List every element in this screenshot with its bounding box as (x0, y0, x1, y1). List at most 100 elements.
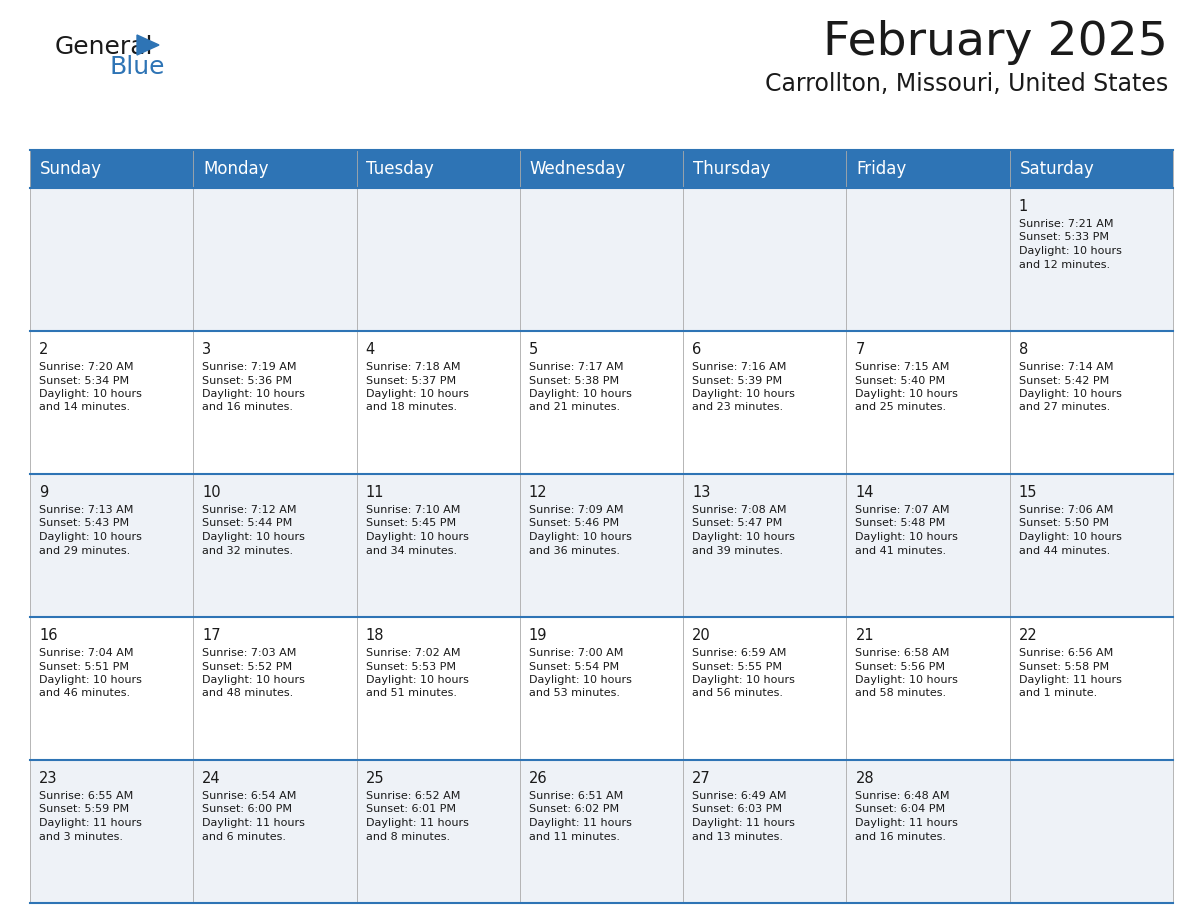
Text: 14: 14 (855, 485, 874, 500)
Text: 2: 2 (39, 342, 49, 357)
Text: Sunrise: 7:19 AM: Sunrise: 7:19 AM (202, 362, 297, 372)
Text: 16: 16 (39, 628, 57, 643)
Text: Sunset: 5:52 PM: Sunset: 5:52 PM (202, 662, 292, 671)
Bar (30, 474, 194, 617)
Bar (846, 331, 1010, 474)
Text: Daylight: 11 hours: Daylight: 11 hours (855, 818, 959, 828)
Bar (356, 617, 520, 760)
Bar (683, 188, 846, 331)
Text: Sunset: 5:37 PM: Sunset: 5:37 PM (366, 375, 456, 386)
Text: Monday: Monday (203, 160, 268, 178)
Bar (520, 331, 683, 474)
Bar (1010, 617, 1173, 760)
Text: Daylight: 10 hours: Daylight: 10 hours (202, 389, 305, 399)
Bar (1010, 331, 1173, 474)
Text: 3: 3 (202, 342, 211, 357)
Bar (520, 760, 683, 903)
Text: Sunrise: 7:07 AM: Sunrise: 7:07 AM (855, 505, 950, 515)
Text: Sunrise: 6:51 AM: Sunrise: 6:51 AM (529, 791, 623, 801)
Text: Thursday: Thursday (693, 160, 770, 178)
Text: Carrollton, Missouri, United States: Carrollton, Missouri, United States (765, 72, 1168, 96)
Text: Sunrise: 6:49 AM: Sunrise: 6:49 AM (693, 791, 786, 801)
Bar (30, 150, 194, 188)
Text: and 21 minutes.: and 21 minutes. (529, 402, 620, 412)
Text: Sunrise: 7:02 AM: Sunrise: 7:02 AM (366, 648, 460, 658)
Text: and 6 minutes.: and 6 minutes. (202, 832, 286, 842)
Text: 1: 1 (1018, 199, 1028, 214)
Text: Sunset: 5:45 PM: Sunset: 5:45 PM (366, 519, 456, 529)
Bar (683, 474, 846, 617)
Bar (194, 188, 356, 331)
Bar (30, 331, 194, 474)
Text: Sunrise: 7:09 AM: Sunrise: 7:09 AM (529, 505, 624, 515)
Text: Daylight: 10 hours: Daylight: 10 hours (366, 532, 468, 542)
Text: Sunset: 5:38 PM: Sunset: 5:38 PM (529, 375, 619, 386)
Bar (846, 150, 1010, 188)
Bar (683, 760, 846, 903)
Text: and 27 minutes.: and 27 minutes. (1018, 402, 1110, 412)
Text: and 13 minutes.: and 13 minutes. (693, 832, 783, 842)
Text: Sunset: 5:50 PM: Sunset: 5:50 PM (1018, 519, 1108, 529)
Text: Daylight: 10 hours: Daylight: 10 hours (529, 675, 632, 685)
Bar (1010, 474, 1173, 617)
Text: Sunset: 5:56 PM: Sunset: 5:56 PM (855, 662, 946, 671)
Text: Daylight: 10 hours: Daylight: 10 hours (855, 389, 959, 399)
Text: Daylight: 11 hours: Daylight: 11 hours (1018, 675, 1121, 685)
Text: 5: 5 (529, 342, 538, 357)
Text: and 23 minutes.: and 23 minutes. (693, 402, 783, 412)
Text: Daylight: 10 hours: Daylight: 10 hours (693, 532, 795, 542)
Text: Sunset: 6:02 PM: Sunset: 6:02 PM (529, 804, 619, 814)
Text: and 1 minute.: and 1 minute. (1018, 688, 1097, 699)
Text: Sunrise: 6:59 AM: Sunrise: 6:59 AM (693, 648, 786, 658)
Text: 13: 13 (693, 485, 710, 500)
Text: Daylight: 11 hours: Daylight: 11 hours (366, 818, 468, 828)
Text: Sunset: 5:42 PM: Sunset: 5:42 PM (1018, 375, 1108, 386)
Text: 27: 27 (693, 771, 710, 786)
Bar (683, 150, 846, 188)
Text: Sunset: 5:34 PM: Sunset: 5:34 PM (39, 375, 129, 386)
Text: and 16 minutes.: and 16 minutes. (855, 832, 947, 842)
Text: Friday: Friday (857, 160, 906, 178)
Bar (194, 617, 356, 760)
Text: and 11 minutes.: and 11 minutes. (529, 832, 620, 842)
Text: 26: 26 (529, 771, 548, 786)
Text: Daylight: 10 hours: Daylight: 10 hours (1018, 532, 1121, 542)
Text: and 34 minutes.: and 34 minutes. (366, 545, 456, 555)
Text: Sunrise: 7:21 AM: Sunrise: 7:21 AM (1018, 219, 1113, 229)
Bar (356, 150, 520, 188)
Text: Sunrise: 6:55 AM: Sunrise: 6:55 AM (39, 791, 133, 801)
Text: Sunrise: 6:56 AM: Sunrise: 6:56 AM (1018, 648, 1113, 658)
Text: Sunday: Sunday (39, 160, 102, 178)
Polygon shape (137, 35, 159, 55)
Bar (1010, 150, 1173, 188)
Text: Sunrise: 6:58 AM: Sunrise: 6:58 AM (855, 648, 949, 658)
Bar (30, 188, 194, 331)
Text: 18: 18 (366, 628, 384, 643)
Text: 11: 11 (366, 485, 384, 500)
Bar (30, 617, 194, 760)
Text: Daylight: 11 hours: Daylight: 11 hours (529, 818, 632, 828)
Text: Daylight: 10 hours: Daylight: 10 hours (366, 675, 468, 685)
Text: and 16 minutes.: and 16 minutes. (202, 402, 293, 412)
Text: Sunrise: 7:20 AM: Sunrise: 7:20 AM (39, 362, 133, 372)
Text: Sunset: 5:48 PM: Sunset: 5:48 PM (855, 519, 946, 529)
Text: 6: 6 (693, 342, 701, 357)
Text: Sunset: 5:58 PM: Sunset: 5:58 PM (1018, 662, 1108, 671)
Bar (520, 150, 683, 188)
Text: Sunset: 5:51 PM: Sunset: 5:51 PM (39, 662, 129, 671)
Text: Daylight: 10 hours: Daylight: 10 hours (1018, 246, 1121, 256)
Text: Daylight: 10 hours: Daylight: 10 hours (39, 532, 141, 542)
Text: Daylight: 10 hours: Daylight: 10 hours (202, 532, 305, 542)
Bar (356, 331, 520, 474)
Text: 9: 9 (39, 485, 49, 500)
Text: Wednesday: Wednesday (530, 160, 626, 178)
Text: 10: 10 (202, 485, 221, 500)
Text: Sunrise: 7:00 AM: Sunrise: 7:00 AM (529, 648, 624, 658)
Text: Daylight: 10 hours: Daylight: 10 hours (529, 532, 632, 542)
Text: February 2025: February 2025 (823, 20, 1168, 65)
Text: and 44 minutes.: and 44 minutes. (1018, 545, 1110, 555)
Text: and 46 minutes.: and 46 minutes. (39, 688, 131, 699)
Text: Sunrise: 7:03 AM: Sunrise: 7:03 AM (202, 648, 297, 658)
Bar (846, 617, 1010, 760)
Text: Daylight: 11 hours: Daylight: 11 hours (39, 818, 141, 828)
